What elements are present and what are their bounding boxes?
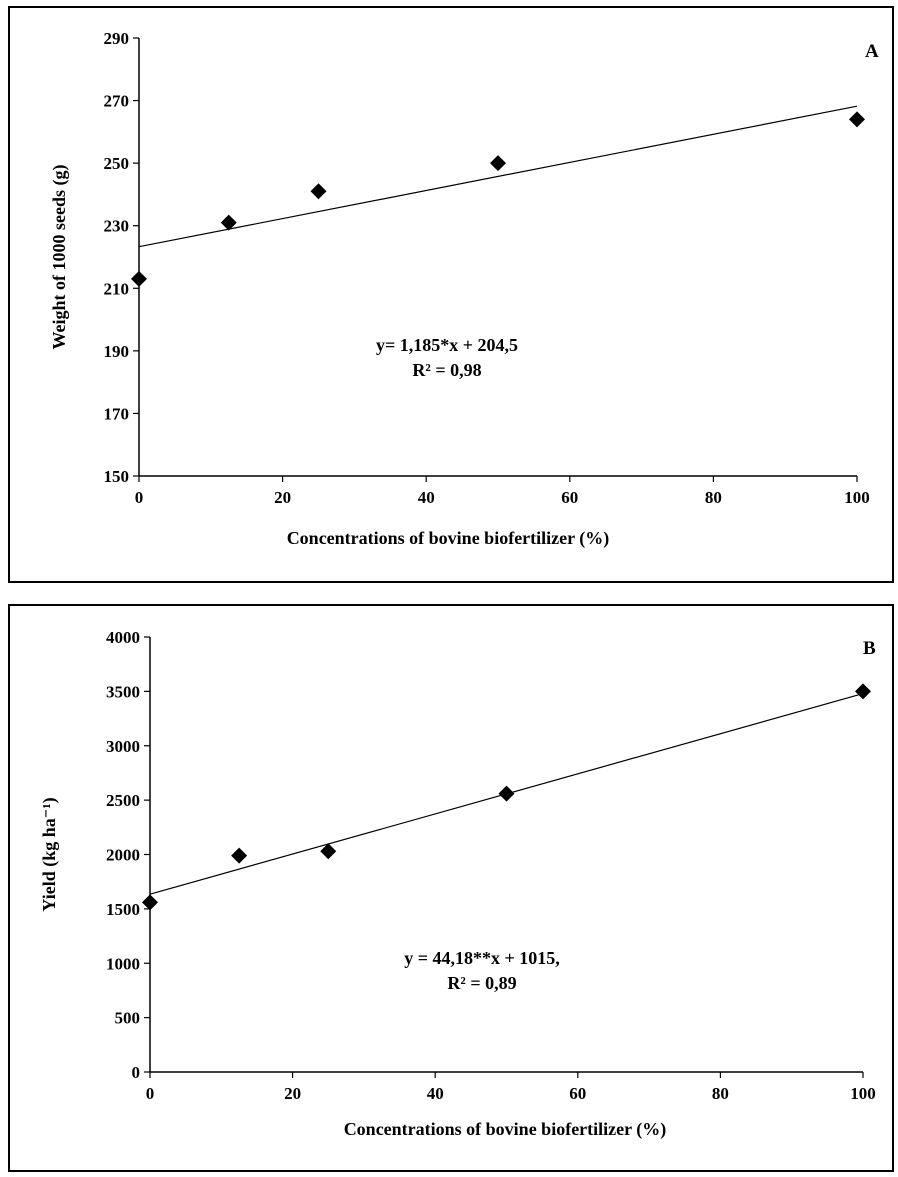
x-tick-label: 0 <box>146 1084 155 1103</box>
y-tick-label: 1000 <box>106 954 140 973</box>
y-tick-label: 190 <box>104 342 130 361</box>
chart-panel-b: 0 500 1000 1500 2000 2500 3000 3500 4000 0 20 40 60 8… <box>8 604 894 1172</box>
y-tick-label: 3500 <box>106 682 140 701</box>
x-tick-label: 20 <box>274 488 291 507</box>
data-point <box>320 843 337 860</box>
x-tick-label: 100 <box>850 1084 876 1103</box>
panel-label: A <box>865 41 879 62</box>
trendline <box>138 105 858 248</box>
y-tick-label: 250 <box>104 154 130 173</box>
x-tick-label: 20 <box>284 1084 301 1103</box>
data-point <box>855 683 871 700</box>
x-tick-label: 80 <box>705 488 722 507</box>
y-tick-label: 2000 <box>106 846 140 865</box>
data-point <box>131 270 147 287</box>
data-point <box>220 214 237 231</box>
y-tick-label: 1500 <box>106 900 140 919</box>
panel-label: B <box>863 638 876 659</box>
chart-a-svg: 150 170 190 210 230 250 270 290 0 20 40 60 80 100 Ay= … <box>49 29 879 549</box>
y-tick-label: 170 <box>104 404 130 423</box>
r-squared: R² = 0,89 <box>447 973 516 993</box>
x-tick-label: 100 <box>844 488 870 507</box>
y-tick-label: 150 <box>104 467 130 486</box>
data-point <box>498 785 515 802</box>
y-tick-label: 210 <box>104 279 130 298</box>
y-tick-label: 290 <box>104 29 130 48</box>
chart-b-svg: 0 500 1000 1500 2000 2500 3000 3500 4000 0 20 40 60 8… <box>39 628 876 1140</box>
data-point <box>849 111 865 128</box>
regression-equation: y= 1,185*x + 204,5 <box>376 335 518 355</box>
y-axis-label: Weight of 1000 seeds (g) <box>49 165 70 350</box>
y-tick-label: 270 <box>104 92 130 111</box>
y-tick-label: 2500 <box>106 791 140 810</box>
r-squared: R² = 0,98 <box>412 360 481 380</box>
y-tick-label: 500 <box>115 1009 141 1028</box>
data-point <box>490 155 506 172</box>
x-axis-label: Concentrations of bovine biofertilizer (… <box>344 1119 667 1140</box>
data-point <box>310 183 327 200</box>
x-tick-label: 60 <box>569 1084 586 1103</box>
x-tick-label: 0 <box>135 488 144 507</box>
y-tick-label: 230 <box>104 217 130 236</box>
x-tick-label: 80 <box>712 1084 729 1103</box>
x-tick-label: 40 <box>418 488 435 507</box>
regression-equation: y = 44,18**x + 1015, <box>404 948 560 968</box>
data-point <box>231 847 248 864</box>
x-tick-label: 40 <box>427 1084 444 1103</box>
y-tick-label: 4000 <box>106 628 140 647</box>
data-point <box>142 894 158 911</box>
y-tick-label: 0 <box>132 1063 141 1082</box>
y-tick-label: 3000 <box>106 737 140 756</box>
y-axis-label: Yield (kg ha⁻¹) <box>39 797 60 911</box>
x-tick-label: 60 <box>561 488 578 507</box>
x-axis-label: Concentrations of bovine biofertilizer (… <box>287 528 610 549</box>
